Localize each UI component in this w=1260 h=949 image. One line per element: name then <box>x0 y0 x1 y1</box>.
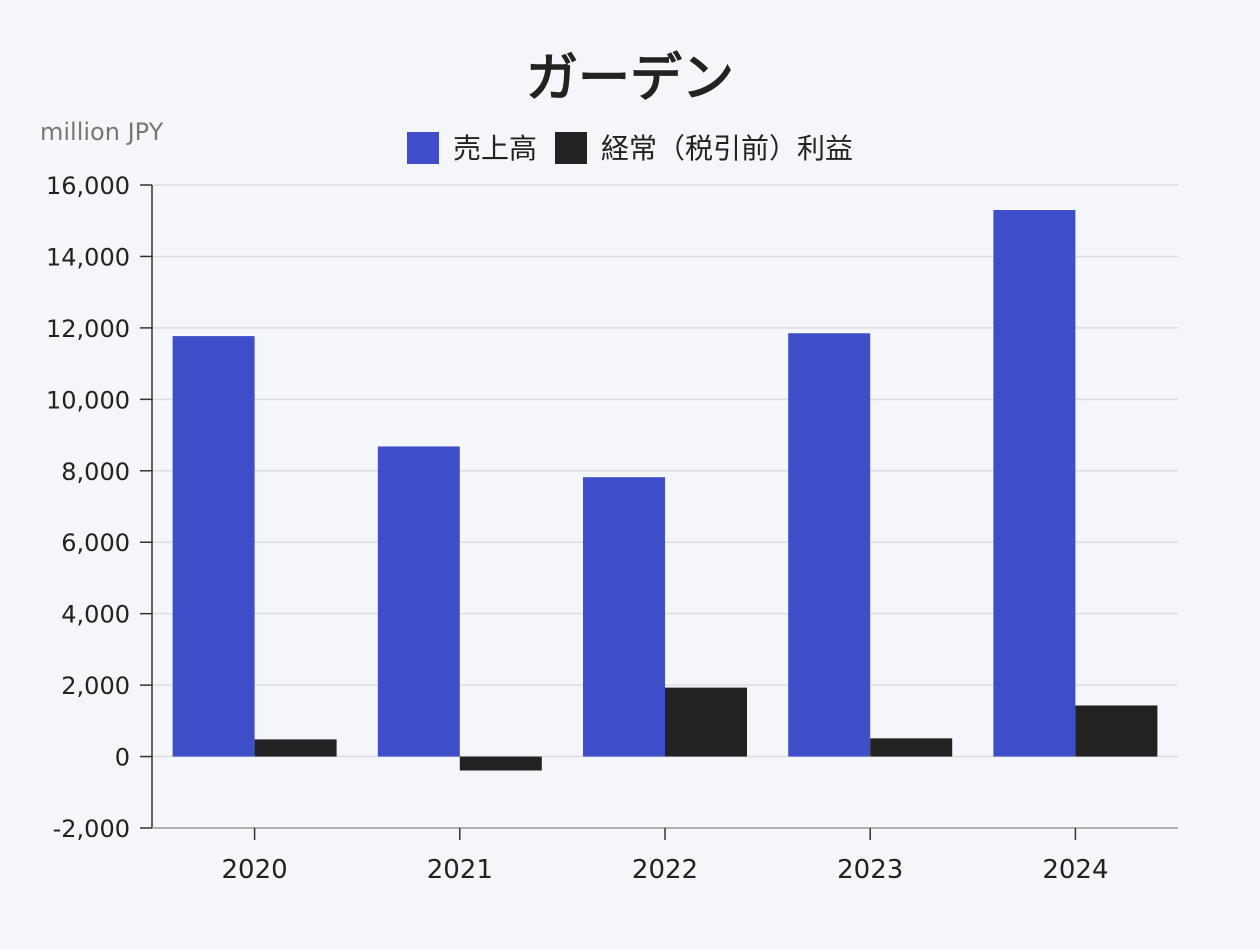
bar-sales <box>993 210 1076 757</box>
bar-sales <box>583 477 665 757</box>
y-tick-label: 8,000 <box>61 458 130 486</box>
legend-swatch <box>406 132 439 164</box>
y-tick-label: -2,000 <box>53 815 130 843</box>
legend-label: 経常（税引前）利益 <box>601 132 853 165</box>
bar-ordinary-profit <box>870 738 953 757</box>
bar-sales <box>377 446 460 757</box>
y-tick-label: 0 <box>115 744 130 772</box>
legend: 売上高 経常（税引前）利益 <box>406 132 853 165</box>
bar-ordinary-profit <box>254 739 337 757</box>
y-tick-label: 16,000 <box>46 172 130 200</box>
bar-ordinary-profit <box>1075 705 1158 757</box>
x-tick-label: 2021 <box>427 855 493 885</box>
x-tick-label: 2023 <box>837 855 903 885</box>
x-tick-label: 2022 <box>632 855 698 885</box>
y-axis-unit-label: million JPY <box>40 118 164 146</box>
legend-swatch <box>555 132 587 164</box>
y-tick-label: 14,000 <box>46 243 130 271</box>
legend-label: 売上高 <box>453 132 537 165</box>
y-tick-label: 10,000 <box>46 386 130 414</box>
x-tick-label: 2024 <box>1042 855 1108 885</box>
bar-sales <box>172 336 255 757</box>
bars <box>172 210 1158 771</box>
y-tick-label: 2,000 <box>61 672 130 700</box>
y-tick-label: 12,000 <box>46 315 130 343</box>
chart-title: ガーデン <box>526 49 734 109</box>
bar-ordinary-profit <box>459 756 542 771</box>
legend-item: 経常（税引前）利益 <box>555 132 853 165</box>
grid <box>152 184 1178 758</box>
y-tick-label: 6,000 <box>61 529 130 557</box>
bar-sales <box>788 333 871 757</box>
bar-ordinary-profit <box>665 687 747 757</box>
y-tick-label: 4,000 <box>61 601 130 629</box>
axes: -2,000 0 2,000 4,000 6,000 8,000 10,000 12,000 1… <box>46 172 1178 885</box>
legend-item: 売上高 <box>406 132 537 165</box>
x-tick-label: 2020 <box>222 855 288 885</box>
